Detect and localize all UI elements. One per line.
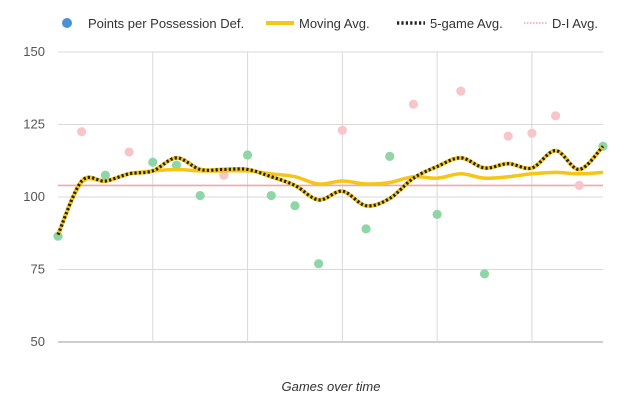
- y-tick-label: 50: [31, 334, 45, 349]
- data-point: [408, 99, 419, 109]
- y-tick-label: 125: [23, 117, 45, 132]
- data-point: [361, 224, 371, 234]
- data-point: [314, 259, 324, 269]
- data-point: [290, 201, 300, 211]
- legend-item-points-per-possession-def: Points per Possession Def.: [62, 16, 244, 31]
- x-axis-label: Games over time: [282, 379, 381, 394]
- legend-item-moving-avg: Moving Avg.: [266, 16, 370, 31]
- legend-marker: [62, 18, 72, 28]
- legend: Points per Possession Def. Moving Avg. 5-g…: [62, 16, 598, 31]
- series-points-per-possession-def: [53, 86, 608, 279]
- y-tick-label: 100: [23, 189, 45, 204]
- legend-label: D-I Avg.: [552, 16, 598, 31]
- series-5-game-avg: [56, 144, 605, 236]
- series-line: [56, 167, 604, 236]
- legend-label: Moving Avg.: [299, 16, 370, 31]
- series-moving-avg: [56, 167, 604, 236]
- data-point: [219, 170, 229, 180]
- data-point: [77, 127, 87, 137]
- data-point: [479, 269, 490, 279]
- y-tick-label: 150: [23, 44, 45, 59]
- data-point: [432, 209, 442, 219]
- data-point: [100, 170, 110, 180]
- data-point: [574, 180, 584, 190]
- data-point: [266, 190, 276, 201]
- series-layer: [53, 86, 608, 279]
- y-tick-label: 75: [31, 262, 45, 277]
- series-line: [56, 145, 605, 236]
- data-point: [195, 190, 205, 201]
- data-point: [337, 125, 347, 135]
- data-point: [503, 131, 513, 141]
- series-line-underlay: [56, 144, 605, 236]
- data-point: [551, 111, 561, 121]
- data-point: [148, 157, 158, 167]
- data-point: [527, 128, 537, 138]
- data-point: [171, 160, 182, 170]
- data-point: [385, 151, 395, 161]
- data-point: [242, 150, 253, 160]
- legend-item-5-game-avg: 5-game Avg.: [397, 16, 503, 31]
- data-point: [456, 86, 466, 96]
- legend-label: Points per Possession Def.: [88, 16, 244, 31]
- data-point: [124, 147, 134, 157]
- legend-item-d-i-avg: D-I Avg.: [524, 16, 598, 31]
- legend-label: 5-game Avg.: [430, 16, 503, 31]
- y-axis-ticks: 50 75 100 125 150: [23, 44, 45, 349]
